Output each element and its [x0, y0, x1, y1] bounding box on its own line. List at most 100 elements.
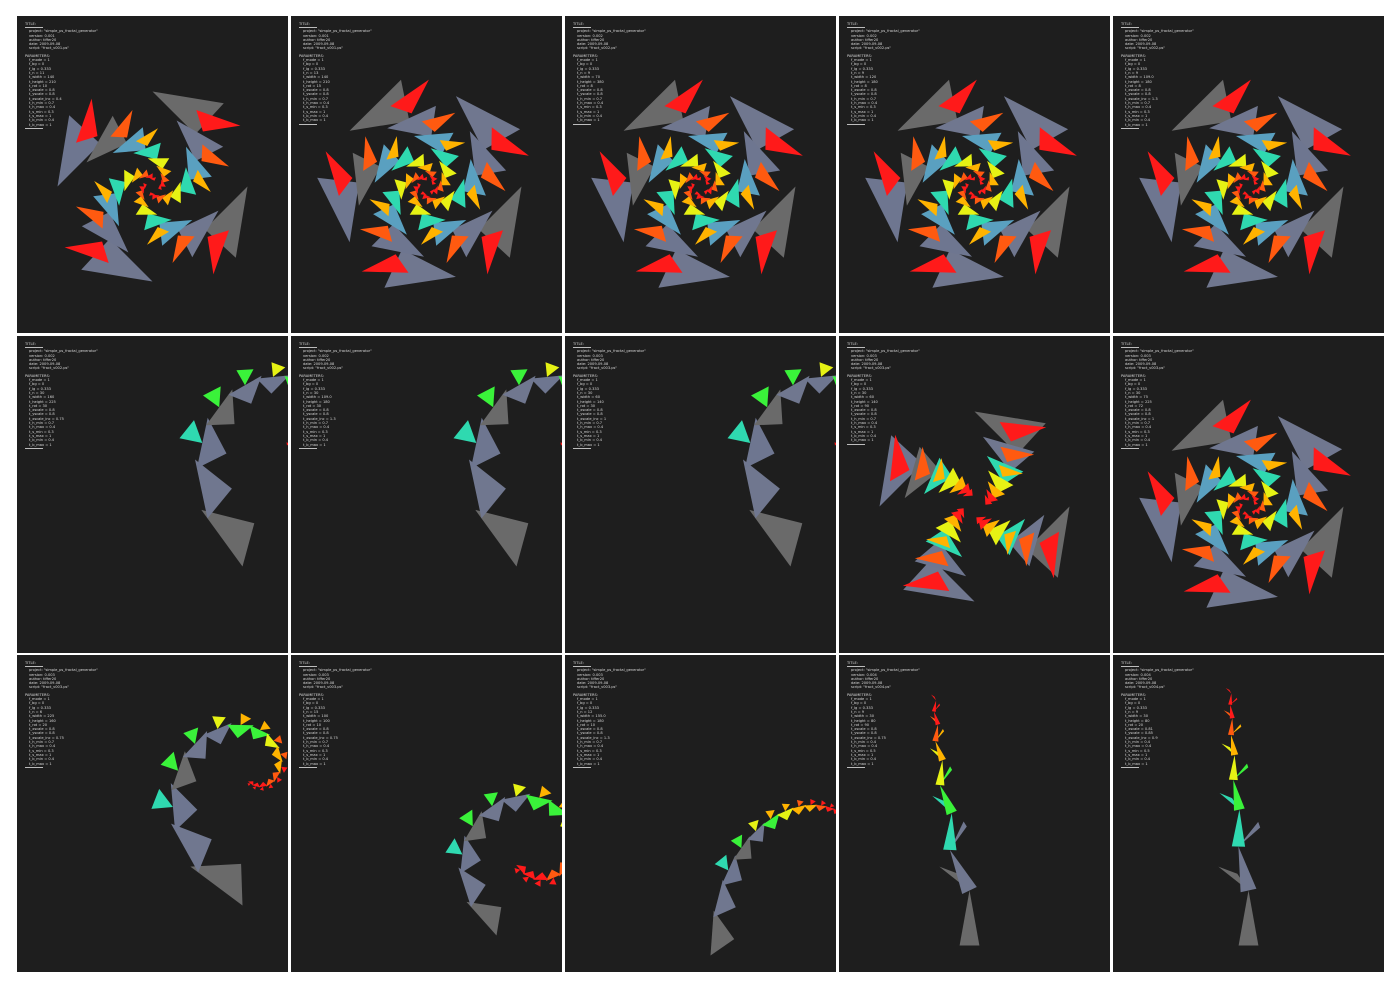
fractal-triangle: [533, 872, 549, 880]
fractal-triangle: [431, 179, 436, 185]
fractal-triangle: [409, 204, 432, 215]
fractal-triangle: [1231, 204, 1254, 215]
fractal-triangle: [957, 483, 971, 495]
fractal-triangle: [203, 386, 221, 408]
fractal-triangle: [57, 115, 101, 187]
fractal-triangle: [149, 192, 156, 196]
fractal-triangle: [86, 115, 127, 163]
parameter-line: t_xscale = 0.8: [577, 408, 603, 413]
fractal-triangle: [236, 369, 254, 386]
fractal-triangle: [433, 185, 438, 195]
parameter-line: t_yscale = 0.8: [29, 412, 55, 417]
fractal-triangle: [935, 760, 945, 786]
fractal-triangle: [1251, 175, 1260, 182]
fractal-triangle: [956, 508, 965, 519]
parameter-line: t_n = 30: [851, 390, 867, 395]
fractal-triangle: [560, 821, 562, 827]
fractal-triangle: [680, 153, 699, 167]
title-label: TITLE:: [299, 661, 310, 665]
fractal-triangle: [873, 151, 901, 196]
parameter-line: f_mode = 1: [303, 378, 324, 383]
header-line: version: 0.001: [303, 33, 329, 38]
fractal-triangle: [1209, 425, 1258, 457]
fractal-triangle: [131, 167, 143, 183]
fractal-triangle: [1238, 846, 1257, 893]
parameter-line: t_h_min = 0.4: [1125, 740, 1151, 745]
fractal-triangle: [986, 489, 998, 503]
parameters-label: PARAMETERS:: [299, 692, 325, 697]
parameter-line: f_bg = 0: [303, 62, 319, 67]
fractal-drawing: [727, 362, 836, 567]
fractal-triangle: [953, 173, 962, 190]
parameter-line: t_yscale = 0.8: [577, 731, 603, 736]
fractal-triangle: [1255, 505, 1260, 515]
fractal-triangle: [81, 238, 153, 282]
fractal-triangle: [559, 862, 562, 877]
divider: [1121, 666, 1139, 668]
fractal-triangle: [965, 183, 969, 190]
fractal-triangle: [186, 146, 212, 180]
header-line: script: "fract_v001.ps": [29, 46, 70, 51]
fractal-triangle: [549, 877, 557, 885]
parameter-line: t_height = 140: [577, 399, 604, 404]
title-label: TITLE:: [573, 661, 584, 665]
fractal-triangle: [1185, 456, 1200, 491]
fractal-triangle: [176, 120, 224, 161]
title-label: TITLE:: [847, 661, 858, 665]
fractal-triangle: [152, 194, 160, 200]
parameter-line: t_height = 180: [851, 79, 878, 84]
header-line: script: "fract_v002.ps": [303, 366, 344, 371]
fractal-triangle: [1272, 498, 1288, 528]
parameter-line: t_s_min = 0.5: [1125, 748, 1150, 753]
parameter-block: TITLE: project: "simple_ps_fractal_genera…: [1121, 661, 1194, 769]
fractal-triangle: [721, 855, 742, 886]
parameter-block: TITLE: project: "simple_ps_fractal_genera…: [847, 22, 920, 126]
fractal-triangle: [227, 724, 254, 739]
parameter-line: t_height = 80: [851, 718, 876, 723]
fractal-triangle: [144, 213, 172, 231]
fractal-triangle: [832, 375, 836, 386]
fractal-triangle: [683, 190, 693, 200]
fractal-triangle: [694, 191, 701, 195]
fractal-triangle: [938, 467, 961, 493]
fractal-triangle: [1191, 199, 1212, 217]
fractal-triangle: [1039, 531, 1059, 579]
parameter-line: t_width = 155.0: [577, 714, 606, 719]
fractal-triangle: [969, 227, 992, 245]
parameter-line: t_s_max = 1: [303, 433, 326, 438]
fractal-triangle: [1255, 220, 1289, 246]
fractal-triangle: [668, 179, 681, 200]
fractal-panel: TITLE: project: "simple_ps_fractal_genera…: [839, 16, 1110, 333]
fractal-triangle: [268, 783, 274, 789]
fractal-triangle: [1251, 495, 1260, 502]
fractal-triangle: [720, 235, 743, 263]
fractal-triangle: [204, 186, 248, 258]
parameter-line: t_xscale = 0.81: [1125, 727, 1153, 732]
fractal-triangle: [1274, 530, 1315, 578]
header-line: script: "fract_v002.ps": [851, 46, 892, 51]
fractal-triangle: [162, 190, 174, 206]
fractal-triangle: [1239, 503, 1243, 510]
fractal-triangle: [977, 188, 983, 195]
fractal-triangle: [935, 741, 946, 762]
fractal-triangle: [179, 420, 203, 443]
parameter-line: f_bg = 0: [1125, 382, 1141, 387]
fractal-triangle: [740, 184, 755, 210]
fractal-triangle: [1239, 183, 1243, 190]
parameter-line: t_yscale = 0.8: [29, 731, 55, 736]
parameter-line: t_width = 120: [851, 75, 877, 80]
fractal-triangle: [1303, 550, 1325, 595]
fractal-triangle: [1212, 79, 1251, 114]
parameter-line: t_s_min = 0.3: [577, 429, 602, 434]
parameter-line: t_h_min = 0.7: [577, 740, 603, 745]
fractal-triangle: [1274, 210, 1315, 258]
parameter-line: t_h_max = 0.4: [577, 425, 604, 430]
fractal-triangle: [420, 191, 427, 195]
parameter-line: t_n = 9: [1125, 709, 1139, 714]
fractal-triangle: [196, 417, 227, 469]
fractal-triangle: [821, 800, 826, 806]
fractal-triangle: [425, 171, 437, 178]
fractal-triangle: [679, 173, 688, 190]
fractal-triangle: [931, 694, 937, 701]
